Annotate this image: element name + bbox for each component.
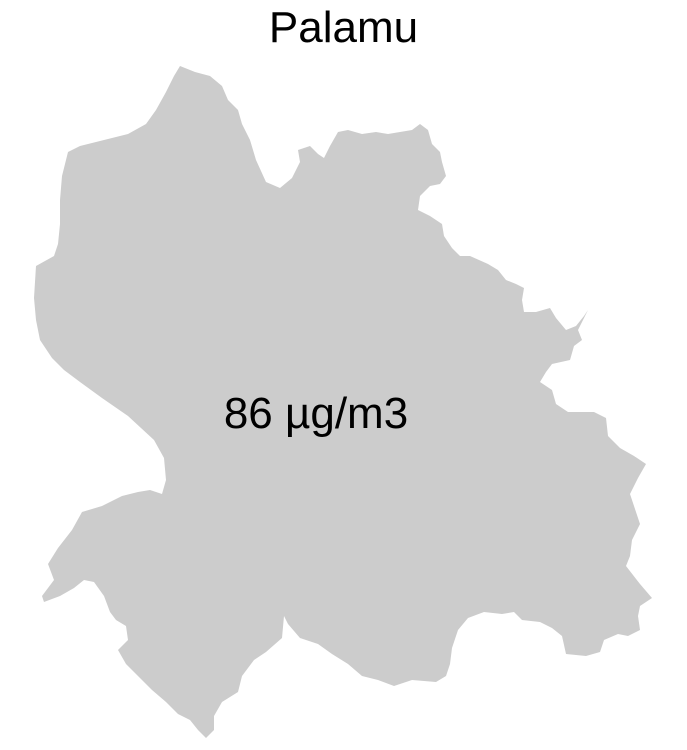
region-value-label: 86 µg/m3 [223, 389, 409, 438]
district-region-palamu[interactable] [34, 66, 652, 738]
map-title: Palamu [268, 3, 419, 52]
